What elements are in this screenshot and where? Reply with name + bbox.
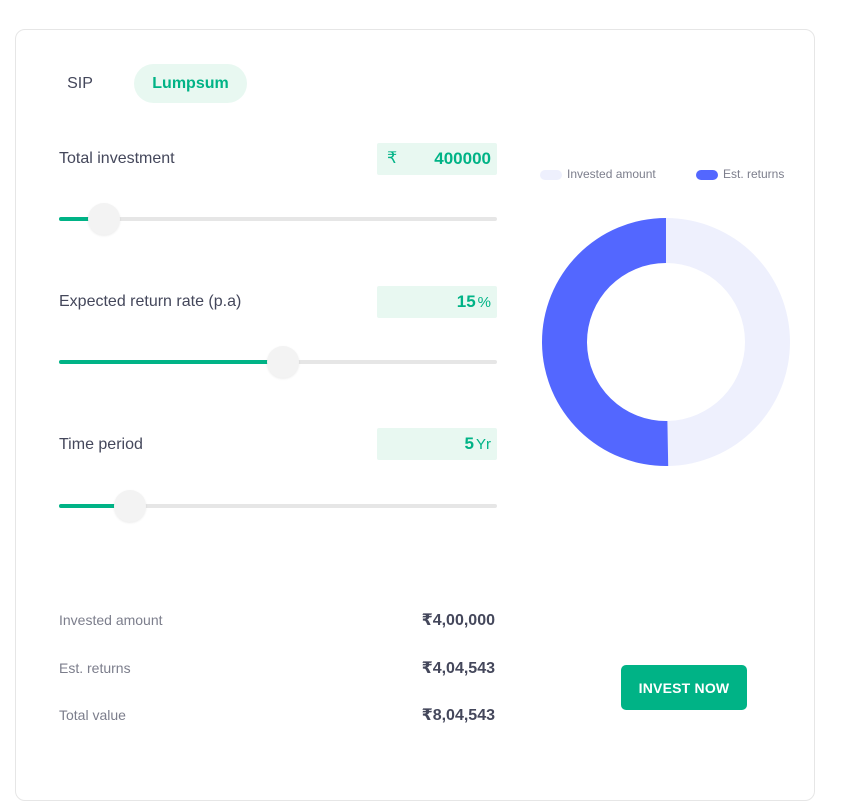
time-period-label: Time period xyxy=(59,436,143,453)
percent-unit: % xyxy=(477,294,491,311)
legend-returns: Est. returns xyxy=(696,167,784,181)
donut-slice-returns xyxy=(541,218,669,466)
return-rate-value: 15% xyxy=(456,292,491,311)
time-period-value: 5 Yr xyxy=(464,434,491,453)
summary-invested-value: ₹4,00,000 xyxy=(421,612,495,629)
summary-returns-value: ₹4,04,543 xyxy=(421,660,495,677)
summary-total-label: Total value xyxy=(59,707,126,723)
return-rate-label: Expected return rate (p.a) xyxy=(59,293,242,310)
summary-returns-label: Est. returns xyxy=(59,660,131,676)
slider-handle[interactable] xyxy=(87,203,120,235)
total-investment-label: Total investment xyxy=(59,150,175,167)
total-investment-slider[interactable] xyxy=(59,203,497,235)
return-rate-slider[interactable] xyxy=(59,346,497,378)
tab-lumpsum[interactable]: Lumpsum xyxy=(134,64,247,103)
slider-handle[interactable] xyxy=(267,346,300,378)
returns-swatch xyxy=(696,169,718,180)
tab-sip[interactable]: SIP xyxy=(67,75,93,92)
time-period-field[interactable]: 5 Yr xyxy=(377,428,497,460)
year-unit: Yr xyxy=(476,436,491,453)
summary-invested-label: Invested amount xyxy=(59,612,163,628)
legend-invested-label: Invested amount xyxy=(567,167,656,181)
slider-fill xyxy=(59,360,270,364)
invested-swatch xyxy=(540,169,562,180)
donut-slice-invested xyxy=(666,218,790,466)
invest-now-button[interactable]: INVEST NOW xyxy=(621,665,747,710)
time-period-slider[interactable] xyxy=(59,490,497,522)
return-rate-field[interactable]: 15% xyxy=(377,286,497,318)
donut-chart xyxy=(541,218,790,466)
total-investment-field[interactable]: ₹ 400000 xyxy=(377,143,497,175)
slider-handle[interactable] xyxy=(113,490,146,522)
legend-returns-label: Est. returns xyxy=(723,167,785,181)
summary-total-value: ₹8,04,543 xyxy=(421,707,495,724)
total-investment-value: 400000 xyxy=(434,149,491,168)
legend-invested: Invested amount xyxy=(540,167,656,181)
rupee-symbol: ₹ xyxy=(387,150,398,167)
slider-fill xyxy=(59,504,116,508)
slider-fill xyxy=(59,217,90,221)
